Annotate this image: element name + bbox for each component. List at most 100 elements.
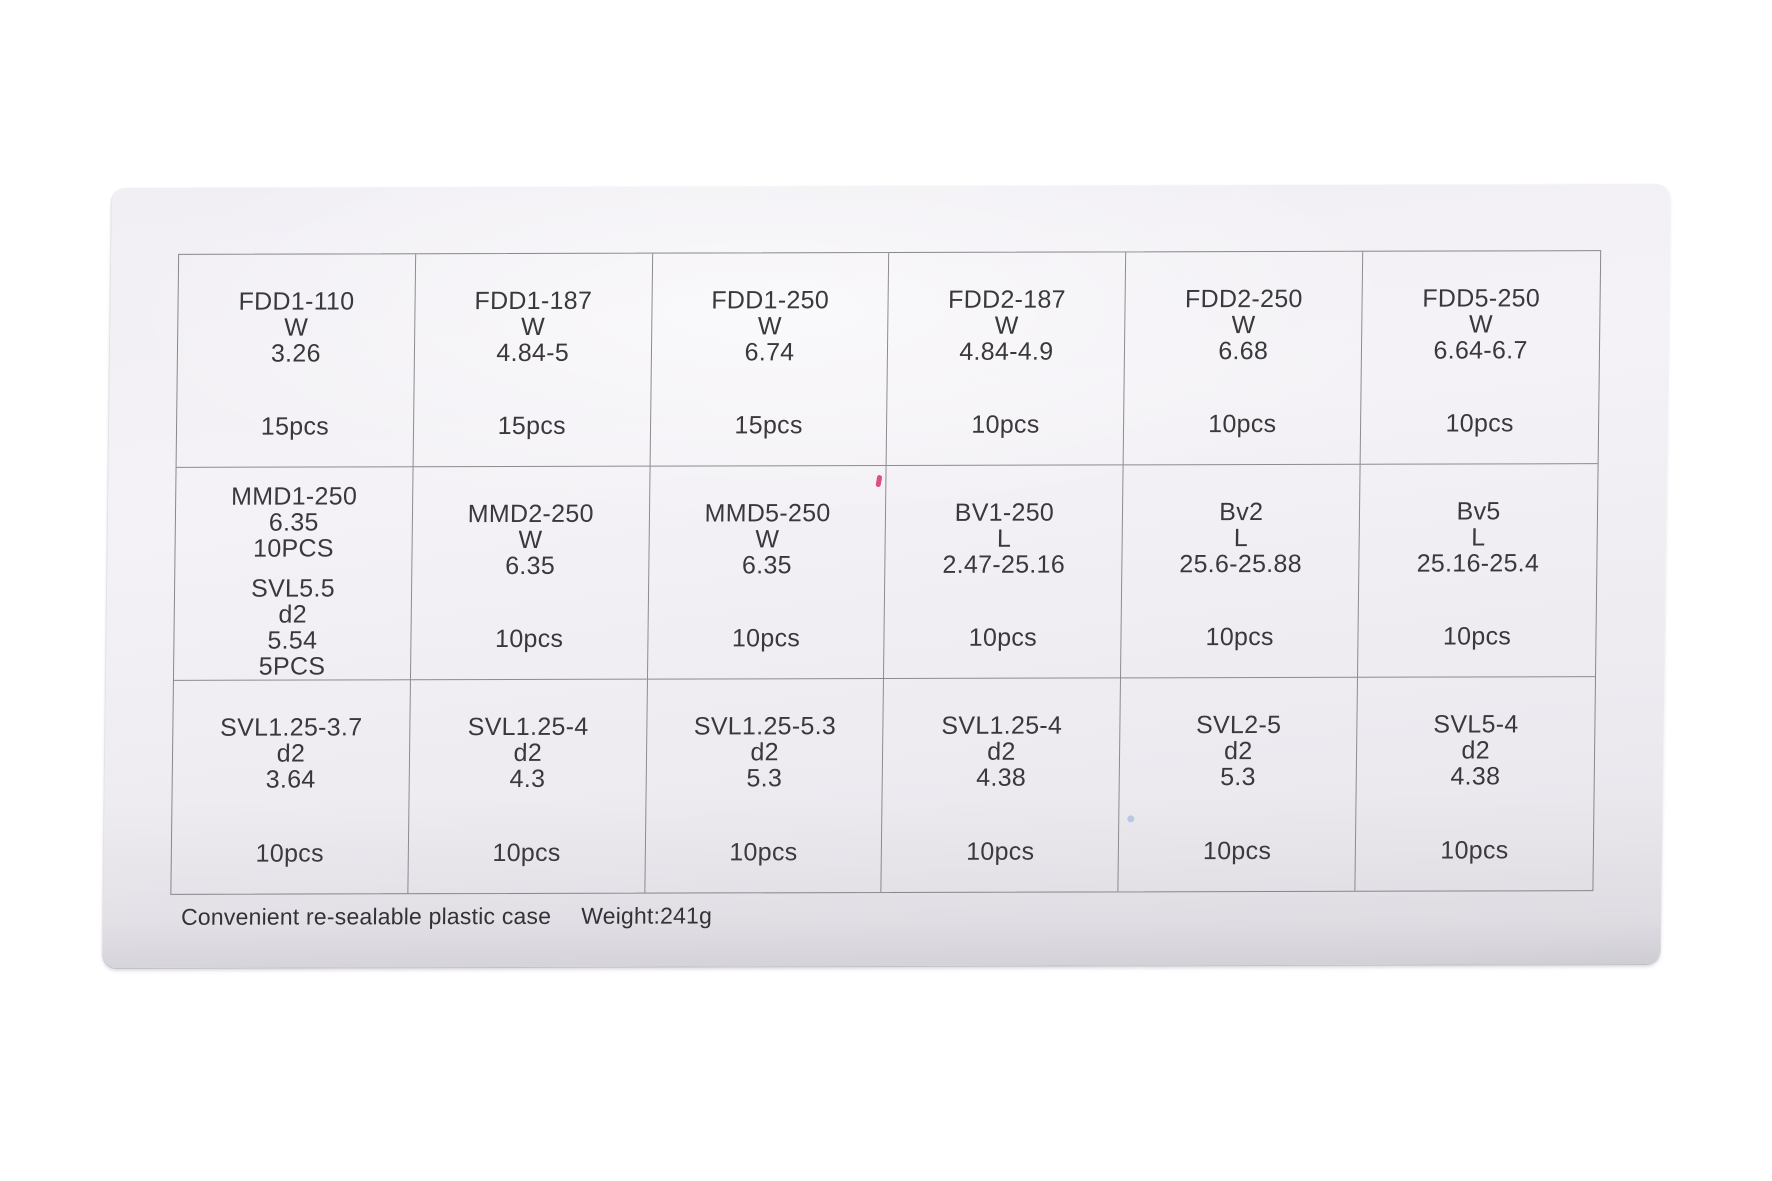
- cell-line: W: [757, 312, 782, 341]
- cell-line: 6.68: [1218, 337, 1269, 366]
- cell-line: SVL1.25-4: [941, 711, 1063, 740]
- product-label-card: FDD1-110 W 3.26 15pcs FDD1-187 W 4.84-5 15pcs FD…: [102, 183, 1671, 969]
- cell-line: d2: [987, 737, 1016, 766]
- cell-line: d2: [513, 738, 543, 767]
- cell-qty: 10pcs: [971, 410, 1040, 439]
- cell-line: Bv2: [1219, 498, 1264, 527]
- cell-line: 4.84-4.9: [959, 337, 1054, 366]
- cell-lines: FDD5-250 W 6.64-6.7: [1362, 251, 1600, 364]
- cell-lines: SVL2-5 d2 5.3: [1120, 678, 1357, 791]
- table-cell: Bv5 L 25.16-25.4 10pcs: [1358, 464, 1598, 678]
- cell-line: 3.26: [270, 339, 321, 368]
- cell-line: SVL1.25-4: [467, 712, 589, 742]
- cell-line: 2.47-25.16: [942, 550, 1066, 579]
- cell-line: 6.35: [268, 508, 319, 537]
- cell-line: BV1-250: [954, 498, 1055, 527]
- caption: Convenient re-sealable plastic case Weigh…: [181, 902, 712, 930]
- cell-line: 4.38: [976, 763, 1027, 792]
- cell-lines: MMD5-250 W 6.35: [649, 466, 886, 579]
- table-cell: MMD5-250 W 6.35 10pcs: [647, 466, 888, 680]
- cell-line: 6.74: [744, 338, 795, 367]
- cell-line: SVL5-4: [1433, 710, 1519, 739]
- cell-lines: BV1-250 L 2.47-25.16: [886, 465, 1123, 579]
- cell-line: d2: [278, 600, 308, 629]
- table-cell: SVL1.25-3.7 d2 3.64 10pcs: [171, 680, 411, 894]
- spec-table: FDD1-110 W 3.26 15pcs FDD1-187 W 4.84-5 15pcs FD…: [170, 250, 1602, 895]
- cell-lines: Bv2 L 25.6-25.88: [1123, 465, 1360, 578]
- cell-line: L: [1470, 523, 1486, 552]
- cell-line: W: [284, 313, 309, 342]
- table-cell: SVL1.25-4 d2 4.3 10pcs: [408, 679, 648, 894]
- cell-line: FDD1-250: [711, 286, 830, 315]
- cell-line: W: [1468, 310, 1493, 339]
- cell-lines: Bv5 L 25.16-25.4: [1359, 464, 1597, 577]
- table-cell: SVL1.25-5.3 d2 5.3 10pcs: [645, 678, 885, 893]
- cell-line: 25.6-25.88: [1179, 549, 1303, 579]
- cell-line: 4.84-5: [496, 338, 570, 368]
- cell-line: SVL5.5: [250, 574, 336, 603]
- table-cell: Bv2 L 25.6-25.88 10pcs: [1121, 464, 1361, 679]
- cell-line: d2: [276, 739, 306, 768]
- cell-lines: SVL5-4 d2 4.38: [1357, 677, 1595, 790]
- cell-line: 5.3: [746, 764, 783, 793]
- cell-qty: 10pcs: [968, 623, 1038, 652]
- cell-line: L: [1233, 524, 1249, 553]
- table-cell: BV1-250 L 2.47-25.16 10pcs: [884, 465, 1124, 679]
- cell-line: 5PCS: [258, 652, 326, 681]
- cell-qty: 10pcs: [729, 838, 798, 867]
- cell-line: 25.16-25.4: [1416, 549, 1540, 578]
- cell-lines: SVL1.25-5.3 d2 5.3: [646, 679, 883, 792]
- weight-text: Weight:241g: [581, 902, 713, 929]
- cell-lines: FDD1-110 W 3.26: [178, 254, 415, 367]
- table-cell: FDD2-187 W 4.84-4.9 10pcs: [887, 252, 1127, 467]
- cell-lines: FDD2-187 W 4.84-4.9: [888, 252, 1125, 366]
- cell-qty: 10pcs: [1205, 622, 1275, 652]
- cell-line: d2: [1461, 736, 1491, 765]
- cell-line: 6.64-6.7: [1433, 336, 1528, 365]
- cell-line: 4.3: [509, 764, 546, 793]
- table-cell: FDD5-250 W 6.64-6.7 10pcs: [1360, 251, 1601, 465]
- cell-line: FDD2-250: [1184, 284, 1303, 314]
- table-cell: FDD1-250 W 6.74 15pcs: [650, 253, 890, 467]
- cell-line: d2: [750, 738, 780, 767]
- cell-qty: 10pcs: [494, 624, 564, 654]
- cell-line: MMD5-250: [704, 499, 831, 528]
- cell-lines: FDD1-250 W 6.74: [651, 253, 888, 366]
- cell-line: W: [994, 311, 1019, 340]
- cell-line: 10PCS: [252, 534, 335, 563]
- cell-line: 3.64: [265, 765, 316, 794]
- cell-lines: FDD2-250 W 6.68: [1125, 252, 1362, 365]
- cell-line: SVL2-5: [1195, 710, 1282, 740]
- cell-qty: 15pcs: [734, 411, 803, 440]
- cell-line: 5.54: [267, 626, 318, 655]
- cell-line: SVL1.25-3.7: [219, 713, 363, 742]
- table-cell: FDD1-187 W 4.84-5 15pcs: [413, 253, 653, 468]
- cell-line: FDD1-187: [474, 286, 593, 316]
- cell-qty: 10pcs: [1208, 409, 1277, 439]
- table-cell: MMD2-250 W 6.35 10pcs: [410, 466, 651, 681]
- table-cell: FDD2-250 W 6.68 10pcs: [1123, 251, 1364, 466]
- cell-line: FDD2-187: [947, 285, 1067, 314]
- cell-line: W: [1231, 311, 1256, 340]
- cell-lines: MMD2-250 W 6.35: [412, 467, 649, 580]
- cell-line: W: [520, 312, 546, 341]
- cell-qty: 10pcs: [1442, 622, 1512, 651]
- cell-line: FDD1-110: [238, 287, 355, 316]
- cell-qty: 10pcs: [1440, 836, 1509, 865]
- cell-line: W: [755, 525, 780, 554]
- table-cell: MMD1-250 6.35 10PCS SVL5.5 d2 5.54 5PCS: [173, 467, 414, 681]
- cell-qty: 10pcs: [1445, 409, 1514, 438]
- table-cell: SVL1.25-4 d2 4.38 10pcs: [881, 678, 1122, 892]
- cell-qty: 10pcs: [965, 837, 1035, 866]
- cell-line: W: [518, 525, 543, 554]
- cell-lines: SVL1.25-4 d2 4.38: [883, 678, 1120, 792]
- cell-line: MMD1-250: [230, 482, 358, 511]
- cell-line: Bv5: [1456, 497, 1501, 526]
- cell-line: SVL1.25-5.3: [693, 712, 837, 741]
- cell-line: 4.38: [1450, 762, 1501, 791]
- cell-lines: MMD1-250 6.35 10PCS SVL5.5 d2 5.54 5PCS: [174, 467, 412, 680]
- table-cell: FDD1-110 W 3.26 15pcs: [176, 254, 416, 468]
- cell-line: FDD5-250: [1422, 284, 1541, 313]
- cell-qty: 10pcs: [731, 624, 801, 653]
